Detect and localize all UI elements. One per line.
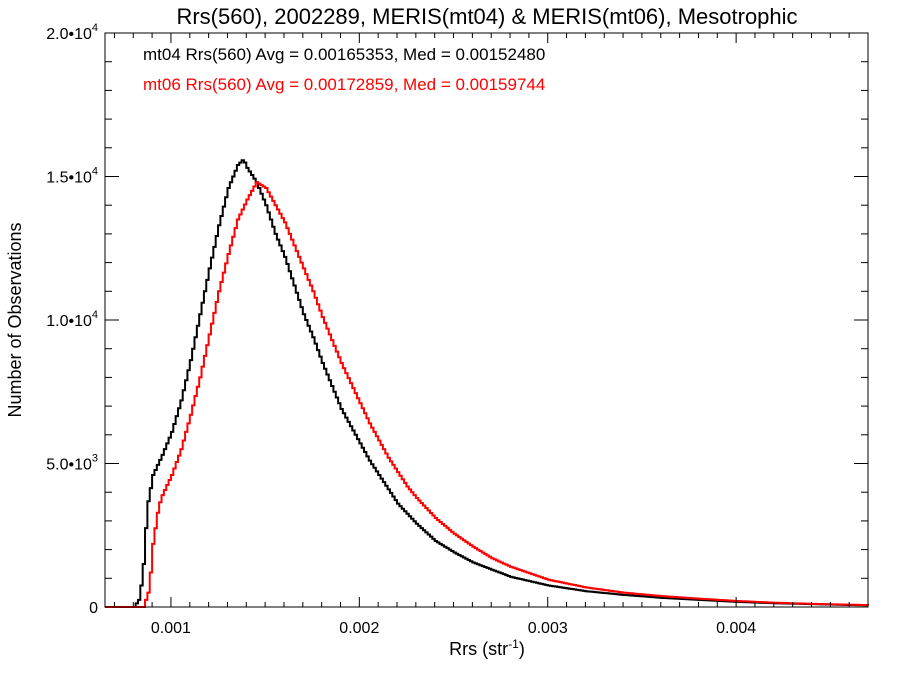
y-tick-label: 5.0•103 [46,453,98,474]
y-tick-label: 1.0•104 [46,309,98,330]
x-tick-label: 0.001 [151,620,191,637]
y-tick-label: 2.0•104 [46,22,98,43]
series-layer [105,159,869,608]
y-axis-label: Number of Observations [5,222,25,417]
x-tick-label: 0.004 [716,620,756,637]
x-axis-label: Rrs (str-1) [449,637,525,659]
x-axis-label-superscript: -1 [508,637,519,651]
series-line-mt06 [105,181,869,608]
x-tick-label: 0.003 [528,620,568,637]
y-tick-label: 1.5•104 [46,166,98,187]
x-tick-label: 0.002 [339,620,379,637]
ticks-layer: 0.001 0.002 0.003 0.004 0 5.0•103 1.0•104 1.5•1… [46,22,869,637]
plot-frame [104,32,869,608]
chart-title: Rrs(560), 2002289, MERIS(mt04) & MERIS(m… [176,4,797,29]
y-tick-label: 0 [89,600,98,617]
legend-mt06-stats: mt06 Rrs(560) Avg = 0.00172859, Med = 0.… [143,75,545,94]
series-line-mt04 [105,159,869,608]
legend-mt04-stats: mt04 Rrs(560) Avg = 0.00165353, Med = 0.… [143,45,545,64]
x-axis-label-text: Rrs (str [449,639,508,659]
x-axis-label-close: ) [519,639,525,659]
